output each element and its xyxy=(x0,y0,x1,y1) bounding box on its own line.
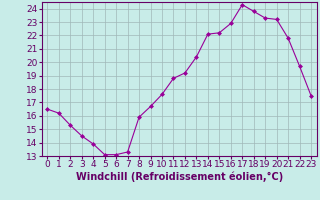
X-axis label: Windchill (Refroidissement éolien,°C): Windchill (Refroidissement éolien,°C) xyxy=(76,172,283,182)
